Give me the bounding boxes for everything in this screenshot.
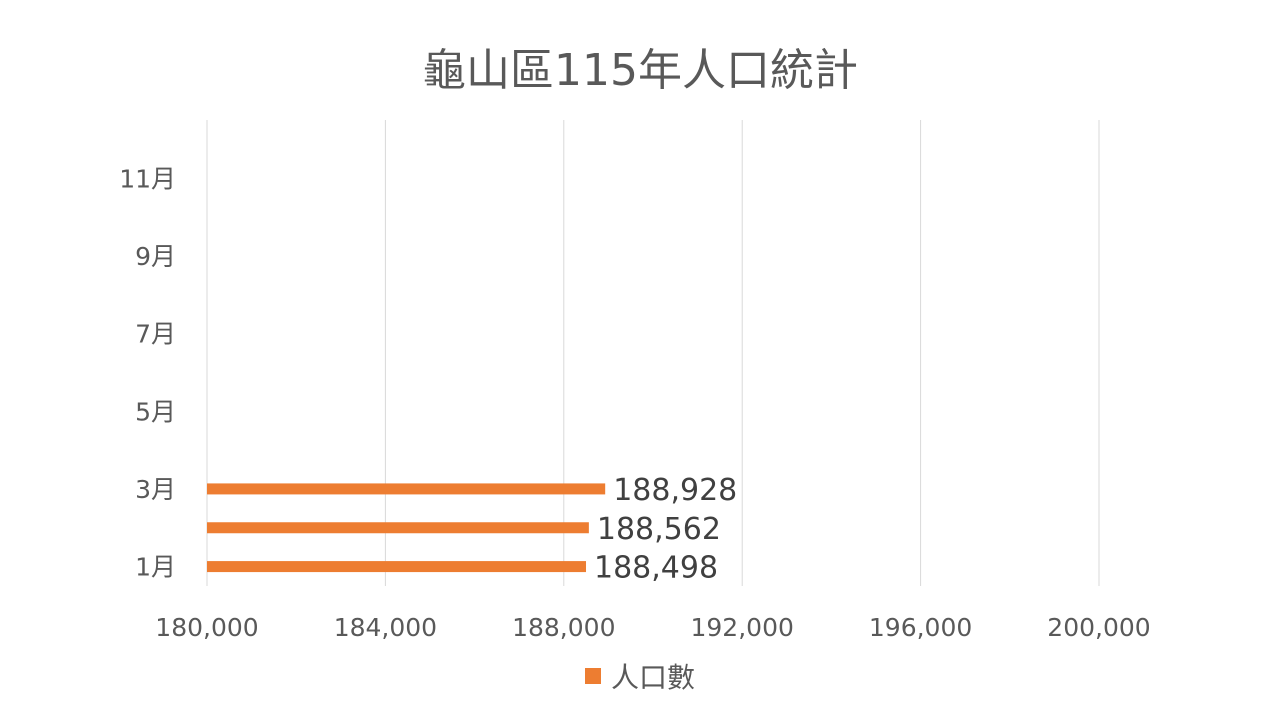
y-tick-label-5: 5月 <box>135 397 176 426</box>
gridlines <box>206 120 1100 586</box>
x-tick-label-1: 184,000 <box>334 613 437 642</box>
data-label-3: 188,928 <box>613 473 737 508</box>
bars <box>207 483 606 573</box>
x-tick-label-5: 200,000 <box>1047 613 1150 642</box>
y-axis-tick-labels: 1月 3月 5月 7月 9月 11月 <box>119 164 176 581</box>
x-tick-label-3: 192,000 <box>691 613 794 642</box>
legend-swatch <box>584 668 601 684</box>
x-tick-label-0: 180,000 <box>155 613 258 642</box>
y-tick-label-11: 11月 <box>119 164 176 193</box>
x-tick-label-4: 196,000 <box>869 613 972 642</box>
x-axis-tick-labels: 180,000 184,000 188,000 192,000 196,000 200,0… <box>155 613 1150 642</box>
chart-title: 龜山區115年人口統計 <box>422 45 858 96</box>
data-label-1: 188,498 <box>594 551 718 586</box>
bar-2 <box>207 522 589 534</box>
data-labels: 188,498 188,562 188,928 <box>594 473 737 586</box>
x-tick-label-2: 188,000 <box>512 613 615 642</box>
legend: 人口數 <box>0 656 1280 696</box>
y-tick-label-1: 1月 <box>135 553 176 582</box>
bar-1 <box>207 561 587 573</box>
legend-label: 人口數 <box>610 661 695 694</box>
y-tick-label-9: 9月 <box>135 242 176 271</box>
data-label-2: 188,562 <box>597 512 721 547</box>
y-tick-label-3: 3月 <box>135 475 176 504</box>
y-tick-label-7: 7月 <box>135 320 176 349</box>
bar-3 <box>207 483 606 495</box>
